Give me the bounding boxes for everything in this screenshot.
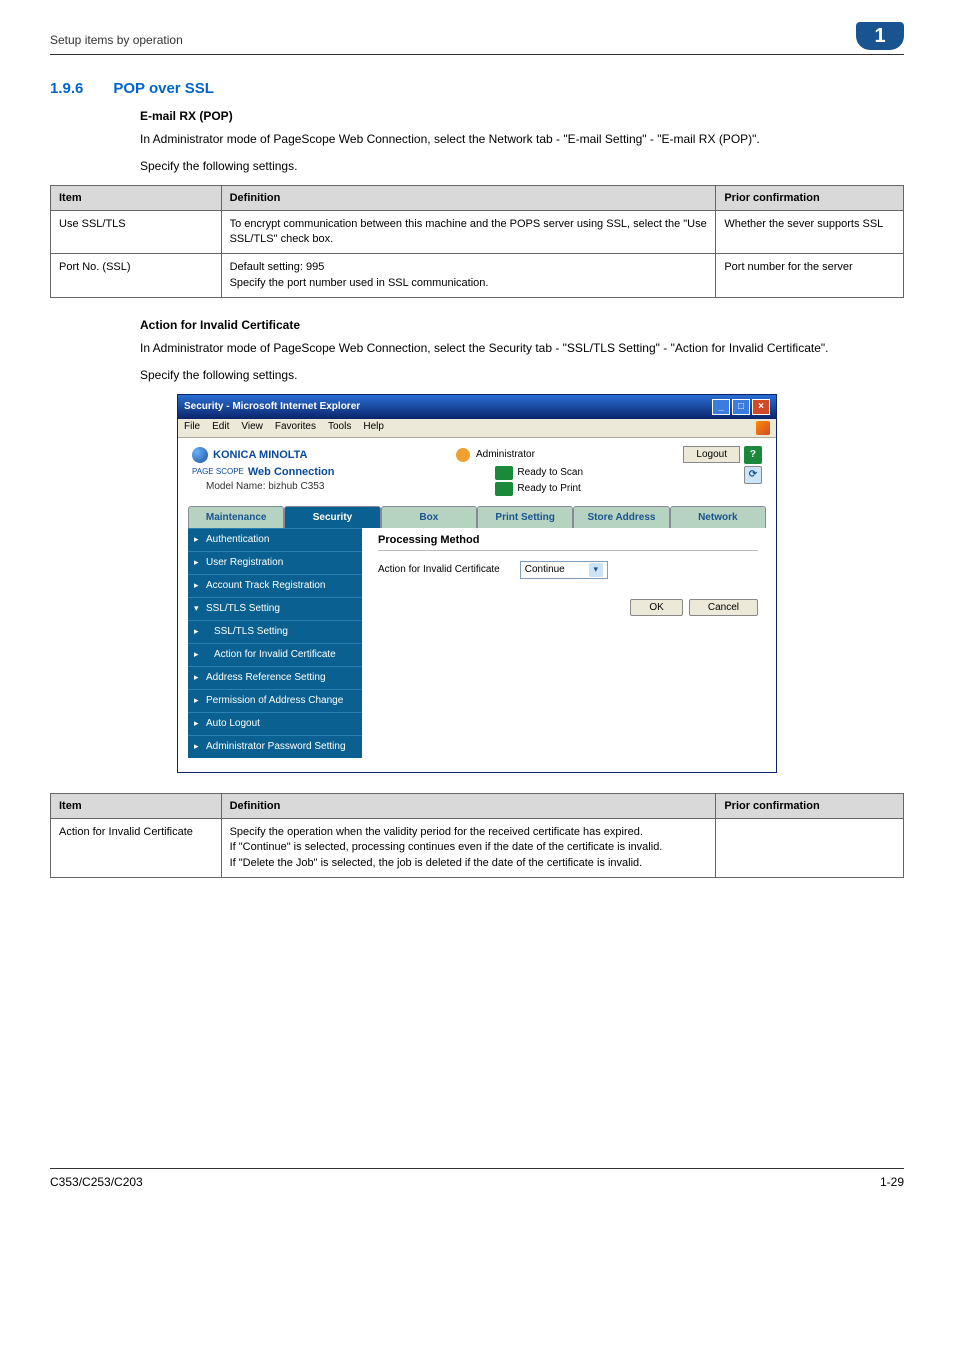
cell: Whether the sever supports SSL [716, 210, 904, 254]
sidebar-item-account-track[interactable]: Account Track Registration [188, 574, 362, 597]
th-item: Item [51, 793, 222, 818]
paragraph: In Administrator mode of PageScope Web C… [140, 131, 904, 148]
cell: To encrypt communication between this ma… [221, 210, 716, 254]
section-heading: 1.9.6 POP over SSL [50, 80, 904, 97]
sidebar-item-auto-logout[interactable]: Auto Logout [188, 712, 362, 735]
status-scan: Ready to Scan [517, 467, 583, 478]
model-name: Model Name: bizhub C353 [192, 481, 334, 492]
cell: Default setting: 995 Specify the port nu… [221, 254, 716, 298]
paragraph: In Administrator mode of PageScope Web C… [140, 340, 904, 357]
help-icon[interactable]: ? [744, 446, 762, 464]
settings-table-1: Item Definition Prior confirmation Use S… [50, 185, 904, 299]
sidebar-subitem-action-invalid-cert[interactable]: Action for Invalid Certificate [188, 643, 362, 666]
menu-edit[interactable]: Edit [212, 421, 229, 435]
sidebar-item-authentication[interactable]: Authentication [188, 528, 362, 551]
table-row: Use SSL/TLS To encrypt communication bet… [51, 210, 904, 254]
footer-right: 1-29 [880, 1175, 904, 1189]
cell: Port number for the server [716, 254, 904, 298]
section-number: 1.9.6 [50, 80, 83, 97]
logout-button[interactable]: Logout [683, 446, 740, 463]
menu-tools[interactable]: Tools [328, 421, 351, 435]
main-tabs: Maintenance Security Box Print Setting S… [178, 500, 776, 528]
table-row: Action for Invalid Certificate Specify t… [51, 818, 904, 877]
embedded-screenshot: Security - Microsoft Internet Explorer _… [177, 394, 777, 773]
select-value: Continue [525, 564, 565, 575]
tab-security[interactable]: Security [284, 506, 380, 528]
sidebar-item-admin-password[interactable]: Administrator Password Setting [188, 735, 362, 758]
brand-prefix: PAGE SCOPE [192, 467, 244, 476]
refresh-icon[interactable]: ⟳ [744, 466, 762, 484]
menu-favorites[interactable]: Favorites [275, 421, 316, 435]
scanner-icon [495, 466, 513, 480]
minimize-button[interactable]: _ [712, 399, 730, 415]
paragraph: Specify the following settings. [140, 367, 904, 384]
subheading-email-rx: E-mail RX (POP) [140, 109, 904, 123]
window-title: Security - Microsoft Internet Explorer [184, 401, 360, 412]
cancel-button[interactable]: Cancel [689, 599, 758, 616]
content-area: Processing Method Action for Invalid Cer… [370, 528, 766, 758]
sidebar-item-address-ref[interactable]: Address Reference Setting [188, 666, 362, 689]
tab-network[interactable]: Network [670, 506, 766, 528]
tab-box[interactable]: Box [381, 506, 477, 528]
field-label: Action for Invalid Certificate [378, 564, 500, 575]
th-prior: Prior confirmation [716, 793, 904, 818]
globe-icon [192, 447, 208, 463]
person-icon [456, 448, 470, 462]
brand-name: KONICA MINOLTA [213, 449, 308, 461]
brand-main: Web Connection [248, 466, 335, 478]
table-row: Port No. (SSL) Default setting: 995 Spec… [51, 254, 904, 298]
menu-help[interactable]: Help [363, 421, 384, 435]
subheading-action-invalid-cert: Action for Invalid Certificate [140, 318, 904, 332]
menu-file[interactable]: File [184, 421, 200, 435]
sidebar: Authentication User Registration Account… [188, 528, 362, 758]
settings-table-2: Item Definition Prior confirmation Actio… [50, 793, 904, 878]
content-heading: Processing Method [378, 534, 758, 551]
footer-left: C353/C253/C203 [50, 1175, 143, 1189]
printer-icon [495, 482, 513, 496]
cell [716, 818, 904, 877]
sidebar-item-ssl-tls[interactable]: SSL/TLS Setting [188, 597, 362, 620]
section-title: POP over SSL [113, 80, 214, 97]
th-definition: Definition [221, 185, 716, 210]
sidebar-subitem-ssl-tls-setting[interactable]: SSL/TLS Setting [188, 620, 362, 643]
menu-view[interactable]: View [241, 421, 263, 435]
th-definition: Definition [221, 793, 716, 818]
cell: Action for Invalid Certificate [51, 818, 222, 877]
chevron-down-icon: ▾ [589, 563, 603, 577]
sidebar-item-user-registration[interactable]: User Registration [188, 551, 362, 574]
paragraph: Specify the following settings. [140, 158, 904, 175]
tab-maintenance[interactable]: Maintenance [188, 506, 284, 528]
action-select[interactable]: Continue ▾ [520, 561, 608, 579]
th-prior: Prior confirmation [716, 185, 904, 210]
th-item: Item [51, 185, 222, 210]
admin-label: Administrator [476, 449, 535, 460]
menubar: File Edit View Favorites Tools Help [178, 419, 776, 438]
cell: Use SSL/TLS [51, 210, 222, 254]
sidebar-item-permission-address[interactable]: Permission of Address Change [188, 689, 362, 712]
cell: Port No. (SSL) [51, 254, 222, 298]
tab-store-address[interactable]: Store Address [573, 506, 669, 528]
ie-logo-icon [756, 421, 770, 435]
breadcrumb: Setup items by operation [50, 33, 183, 47]
chapter-badge: 1 [856, 22, 904, 50]
brand-logo: KONICA MINOLTA [192, 447, 308, 463]
window-titlebar: Security - Microsoft Internet Explorer _… [178, 395, 776, 419]
product-brand: PAGE SCOPE Web Connection [192, 466, 334, 478]
tab-print-setting[interactable]: Print Setting [477, 506, 573, 528]
page-footer: C353/C253/C203 1-29 [50, 1168, 904, 1189]
ok-button[interactable]: OK [630, 599, 682, 616]
status-print: Ready to Print [517, 483, 580, 494]
page-header: Setup items by operation 1 [50, 30, 904, 55]
cell: Specify the operation when the validity … [221, 818, 716, 877]
maximize-button[interactable]: □ [732, 399, 750, 415]
close-button[interactable]: × [752, 399, 770, 415]
